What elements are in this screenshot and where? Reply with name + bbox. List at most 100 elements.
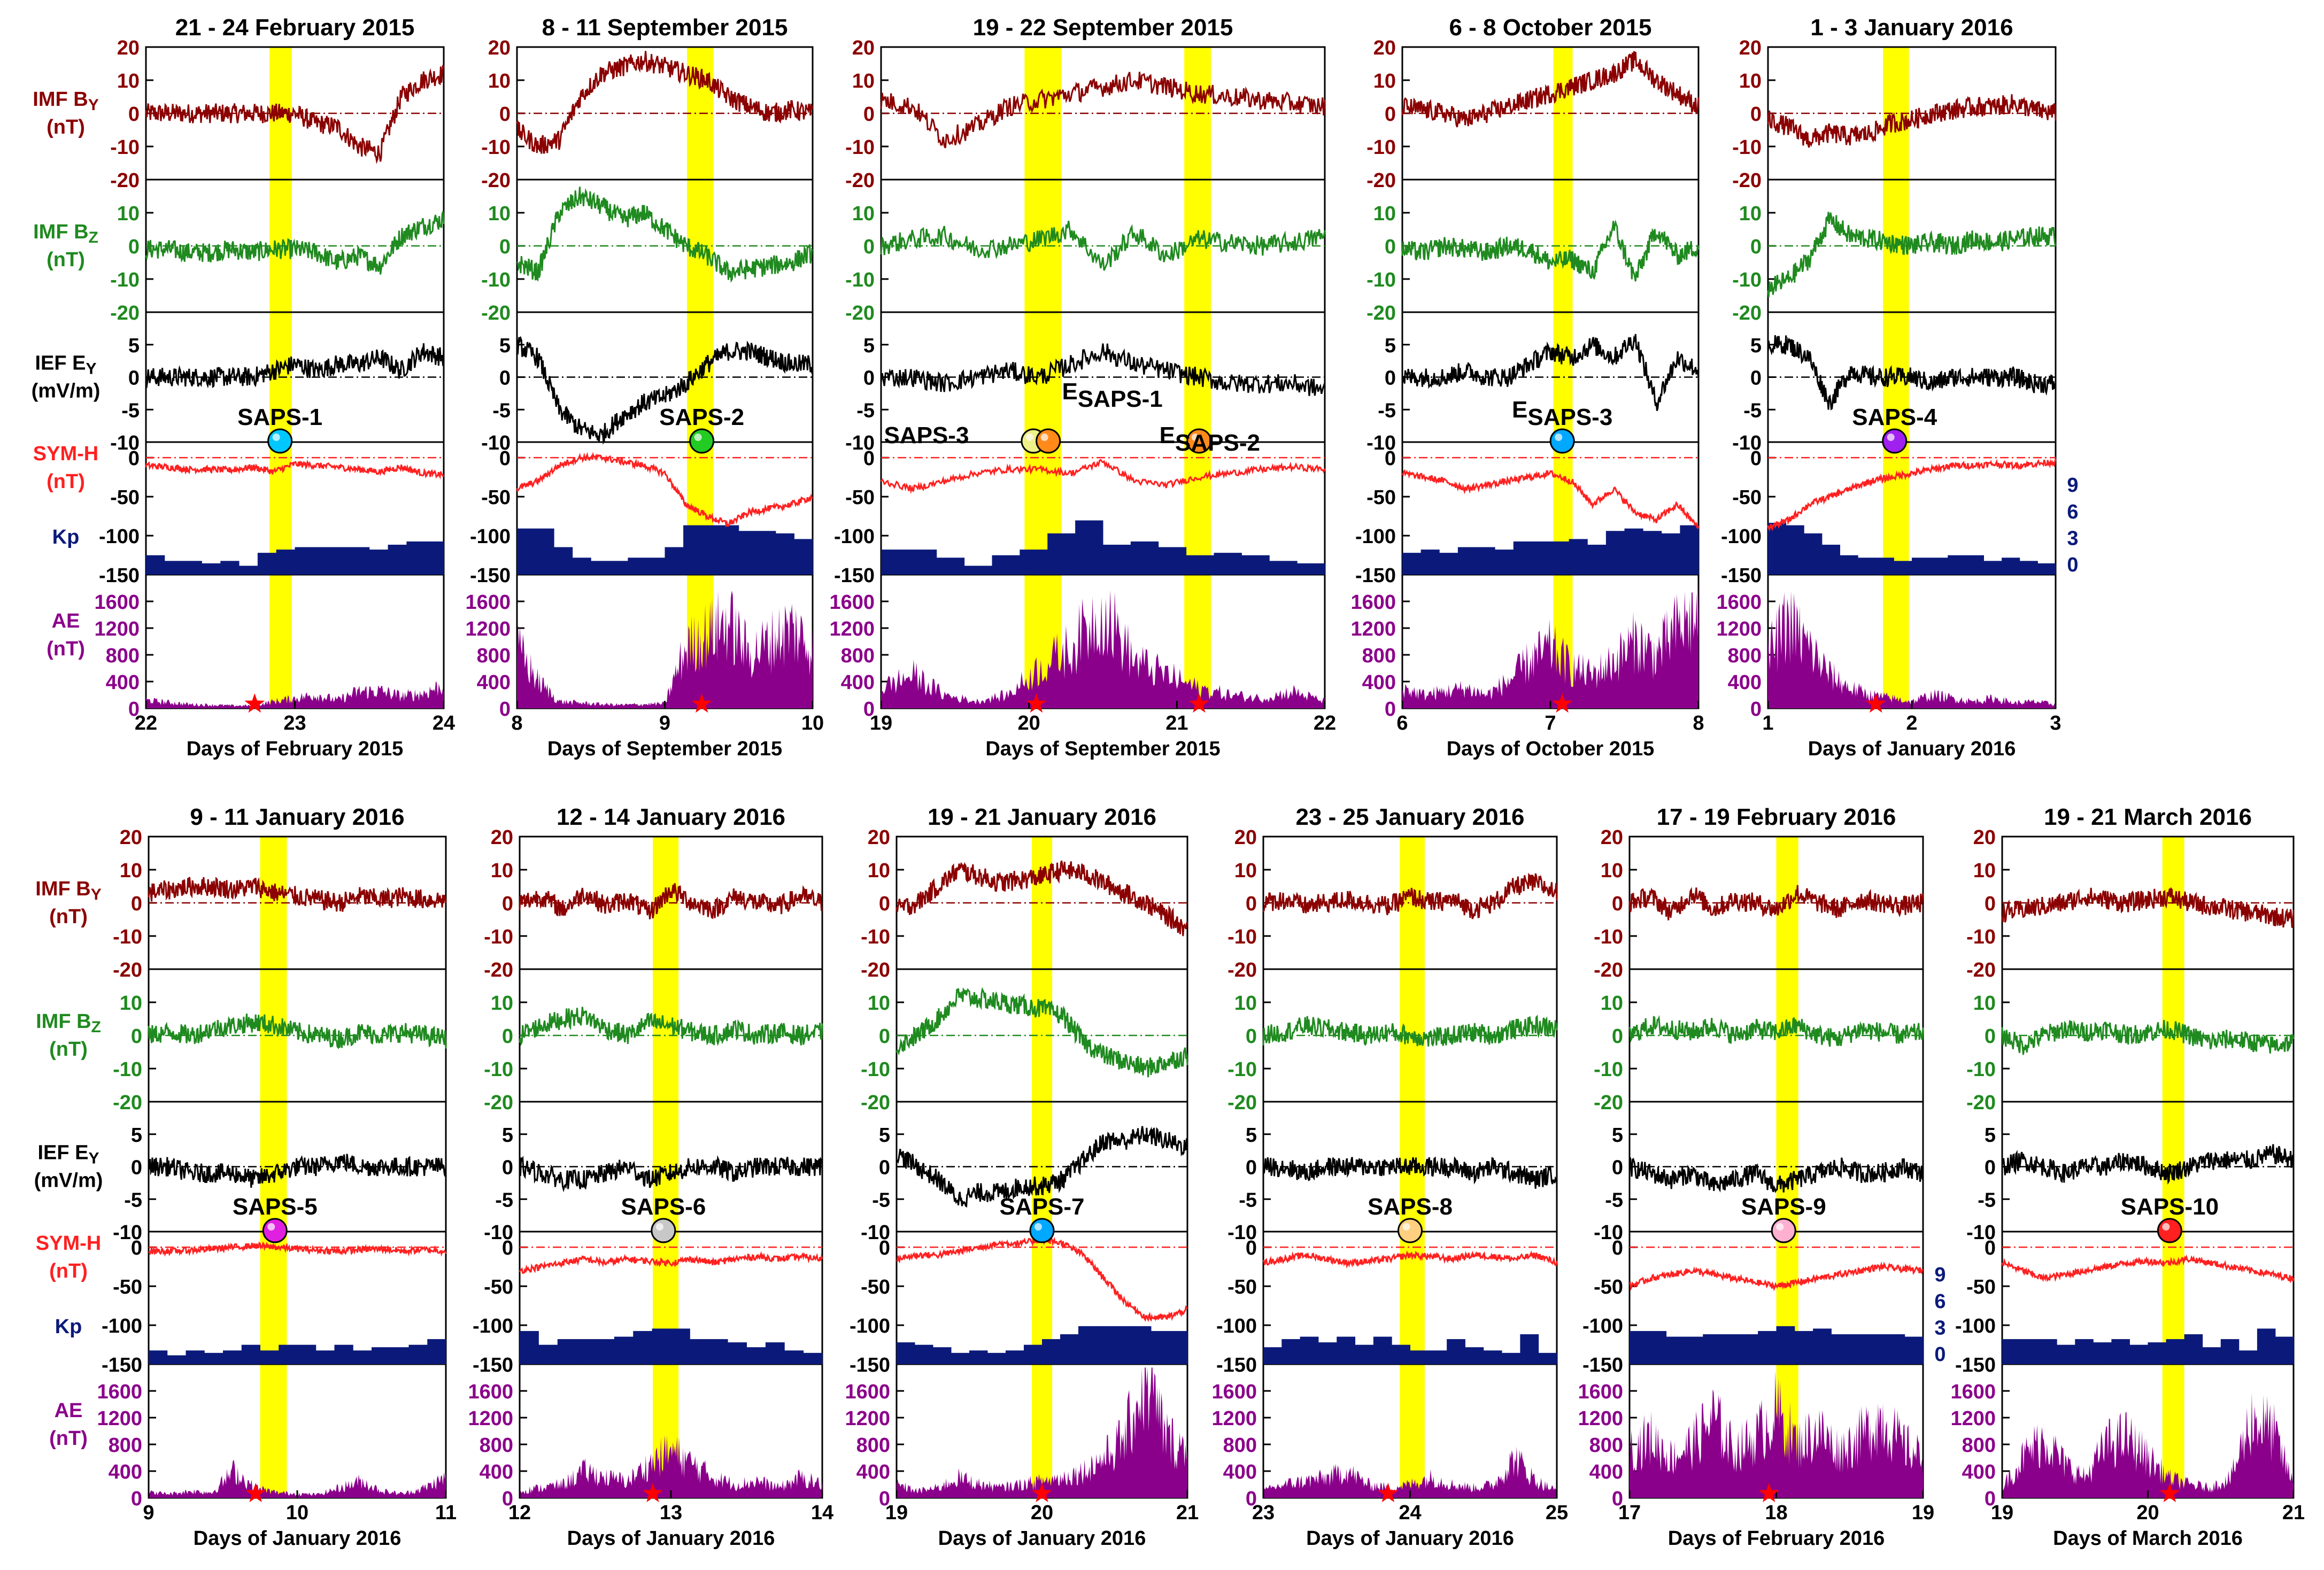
imf-by-trace [1401,51,1700,128]
x-axis-label: Days of February 2015 [187,738,404,760]
kp-bar [1020,550,1048,575]
ey-tick-label: -5 [1378,399,1396,422]
kp-tick-label: 0 [2067,554,2078,576]
ae-tick-label: 800 [480,1434,513,1457]
saps-marker-highlight [694,434,702,441]
x-tick-label: 2 [1906,712,1917,734]
ae-tick-label: 800 [1589,1434,1623,1457]
kp-bar [1666,1336,1685,1364]
symh-tick-label: -50 [481,486,511,509]
kp-bar [1300,1336,1319,1364]
by-tick-label: 0 [499,103,511,126]
symh-tick-label: -150 [99,564,140,587]
by-tick-label: 20 [491,826,513,849]
kp-bar [775,533,794,575]
sym-h-trace [519,1251,823,1274]
kp-bar [1948,555,1966,575]
event-panel-11: 19 - 21 March 201620100-10-20100-10-2050… [1950,804,2305,1550]
ey-tick-label: -10 [1732,432,1762,454]
ae-tick-label: 1600 [94,591,140,614]
kp-bar [1875,558,1894,575]
event-star [1552,693,1573,713]
kp-bar [1776,1326,1795,1364]
by-tick-label: 0 [1385,103,1396,126]
ae-tick-label: 400 [1728,671,1762,694]
by-tick-label: -20 [481,169,511,192]
kp-bar [2057,1344,2075,1364]
by-tick-label: -10 [113,926,142,948]
kp-bar [408,1344,428,1364]
kp-bar [1983,561,2002,575]
symh-tick-label: -150 [1216,1354,1257,1376]
bz-tick-label: -10 [113,1058,142,1081]
ae-tick-label: 1600 [829,591,875,614]
imf-by-trace [516,51,814,154]
ey-tick-label: 0 [1246,1157,1257,1179]
kp-bar [881,550,909,575]
bz-tick-label: -10 [845,269,875,291]
bz-tick-label: -20 [113,1092,142,1114]
symh-tick-label: -50 [845,486,875,509]
x-tick-label: 23 [1252,1502,1275,1524]
symh-tick-label: -150 [470,564,511,587]
by-tick-label: -10 [1966,926,1996,948]
event-title: 19 - 22 September 2015 [973,14,1233,41]
ae-area [146,681,444,708]
event-panel-2: 8 - 11 September 201520100-10-20100-10-2… [465,14,824,760]
bz-tick-label: 10 [117,203,140,225]
ey-tick-label: -10 [481,432,511,454]
sym-h-trace [2001,1254,2295,1284]
kp-bar [683,525,702,575]
x-axis-label: Days of February 2016 [1668,1527,1885,1550]
kp-bar [690,1339,709,1364]
row-label-imf-bz-unit: (nT) [49,1038,88,1061]
ae-tick-label: 1600 [1716,591,1762,614]
symh-tick-label: -100 [473,1315,513,1337]
kp-bar [1476,547,1495,575]
ae-area [520,1435,822,1498]
event-title: 19 - 21 January 2016 [928,804,1156,830]
ey-tick-label: 0 [499,367,511,390]
x-tick-label: 20 [1018,712,1040,734]
bz-tick-label: 10 [868,992,890,1015]
symh-tick-label: 0 [1612,1237,1623,1259]
by-tick-label: 0 [1246,893,1257,915]
kp-bar [964,566,992,575]
bz-tick-label: -10 [861,1058,890,1081]
ey-tick-label: -5 [1743,399,1762,422]
ey-tick-label: -10 [861,1221,890,1244]
kp-bar [1912,558,1931,575]
kp-bar [1858,558,1877,575]
kp-bar [183,561,202,575]
by-tick-label: 20 [117,37,140,59]
event-star [244,693,265,713]
ae-tick-label: 1600 [1578,1381,1623,1403]
kp-bar [671,1328,690,1364]
ey-tick-label: 5 [502,1124,513,1147]
kp-bar [1402,553,1422,575]
row-label-ief-ey-unit: (mV/m) [34,1170,103,1192]
x-tick-label: 19 [1991,1502,2013,1524]
symh-tick-label: 0 [1246,1237,1257,1259]
ae-tick-label: 0 [1750,698,1762,721]
ae-tick-label: 0 [1385,698,1396,721]
bz-tick-label: -10 [481,269,511,291]
row-label-sym-h-unit: (nT) [47,470,85,493]
kp-bar [1550,541,1570,575]
row-label-subscript: Y [88,96,99,114]
kp-bar [1483,1350,1502,1364]
by-tick-label: 20 [852,37,875,59]
by-tick-label: -10 [1366,136,1396,159]
kp-bar [1821,544,1840,575]
bz-tick-label: -10 [1594,1058,1623,1081]
bz-tick-label: 10 [120,992,142,1015]
kp-bar [1097,1326,1115,1364]
x-tick-label: 12 [508,1502,531,1524]
ey-tick-label: -5 [121,399,140,422]
x-axis-label: Days of January 2016 [194,1527,402,1550]
kp-bar [652,1328,671,1364]
ey-tick-label: -10 [1966,1221,1996,1244]
saps-marker-highlight [1776,1223,1784,1231]
saps-label: SAPS-9 [1741,1194,1826,1220]
